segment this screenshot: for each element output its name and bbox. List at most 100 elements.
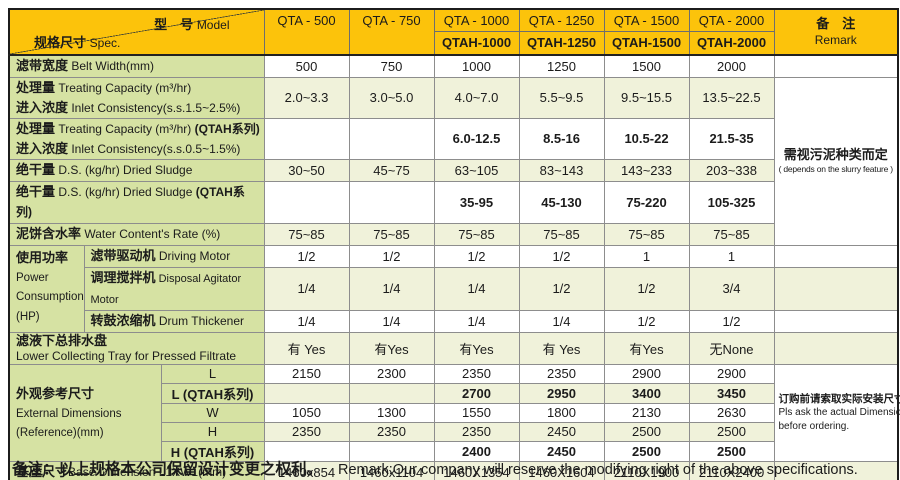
external-dimensions-label: 外观参考尺寸 External Dimensions (Reference)(m… <box>8 363 162 462</box>
row-label: 调理搅拌机 Disposal Agitator Motor <box>83 266 265 311</box>
row-label: 滤液下总排水盘 Lower Collecting Tray for Presse… <box>8 331 265 365</box>
value-cell: 1/2 <box>603 309 690 333</box>
dim-sublabel: L (QTAH系列) <box>160 382 265 404</box>
value-cell: 2350 <box>518 363 605 384</box>
value-cell: 6.0-12.5 <box>433 117 520 160</box>
value-cell: 13.5~22.5 <box>688 76 775 119</box>
remark-empty-cell <box>773 266 899 311</box>
value-cell: 1/2 <box>688 309 775 333</box>
remark-empty-cell <box>773 460 899 480</box>
remark-empty-cell <box>773 331 899 365</box>
row-dim-h-qtah: H (QTAH系列) 2400 2450 2500 2500 <box>9 440 898 462</box>
row-base-dimension: 基座尺寸Base Dimension L1XW1(mm) 1460x854 14… <box>8 460 899 480</box>
col-header-qta-1250: QTA - 1250 <box>518 8 605 32</box>
value-cell: 45-130 <box>518 180 605 225</box>
value-cell: 1460X1354 <box>433 460 520 480</box>
value-cell: 2.0~3.3 <box>263 76 350 119</box>
value-cell: 2900 <box>603 363 690 384</box>
dim-sublabel: H (QTAH系列) <box>160 440 265 462</box>
value-cell <box>263 180 350 225</box>
value-cell: 有 Yes <box>263 331 350 365</box>
value-cell: 500 <box>263 53 350 78</box>
col-header-qtah-2000: QTAH-2000 <box>688 30 775 56</box>
row-label: 处理量 Treating Capacity (m³/hr) (QTAH系列) 进… <box>8 117 265 160</box>
value-cell: 1/2 <box>433 244 520 268</box>
value-cell: 1800 <box>518 402 605 423</box>
value-cell: 9.5~15.5 <box>603 76 690 119</box>
row-dried-sludge: 绝干量 D.S. (kg/hr) Dried Sludge 30~50 45~7… <box>8 158 898 182</box>
header-row-qtah: QTAH-1000 QTAH-1250 QTAH-1500 QTAH-2000 <box>9 30 898 56</box>
col-header-qta-1000: QTA - 1000 <box>433 8 520 32</box>
row-driving-motor: 使用功率 Power Consumption (HP) 滤带驱动机 Drivin… <box>8 244 899 333</box>
value-cell: 1/2 <box>263 244 350 268</box>
row-dim-l-qtah: L (QTAH系列) 2700 2950 3400 3450 <box>9 382 898 404</box>
row-dim-h: H 2350 2350 2350 2450 2500 2500 <box>9 421 898 442</box>
value-cell: 1/2 <box>518 244 605 268</box>
remark-empty-cell <box>773 53 899 78</box>
value-cell: 1/2 <box>518 266 605 311</box>
value-cell: 1460X1604 <box>518 460 605 480</box>
footer-note-zh: 备注：以上规格本公司保留设计变更之权利。 <box>12 461 323 478</box>
remark-order-en2: before ordering. <box>778 420 850 432</box>
value-cell: 无None <box>688 331 775 365</box>
value-cell: 3/4 <box>688 266 775 311</box>
footer-note: 备注：以上规格本公司保留设计变更之权利。 Remark:Our company w… <box>12 457 858 479</box>
value-cell: 2130 <box>603 402 690 423</box>
remark-empty-cell <box>773 244 899 268</box>
value-cell: 1460x1104 <box>348 460 435 480</box>
row-drum-thickener: 转鼓浓缩机 Drum Thickener 1/4 1/4 1/4 1/4 1/2… <box>9 309 899 333</box>
remark-empty-cell <box>773 309 899 333</box>
value-cell: 1/4 <box>263 309 350 333</box>
value-cell: 2150 <box>263 363 350 384</box>
footer-note-en: Remark:Our company will reserve the modi… <box>338 462 858 478</box>
value-cell: 75~85 <box>688 223 775 246</box>
value-cell: 2300 <box>348 363 435 384</box>
col-header-qta-750: QTA - 750 <box>348 8 435 56</box>
col-header-qta-2000: QTA - 2000 <box>688 8 775 32</box>
spec-table: 型 号 Model 规格尺寸 Spec. QTA - 500 QTA - 750… <box>8 8 900 480</box>
model-spec-header-cell: 型 号 Model 规格尺寸 Spec. <box>8 8 265 56</box>
value-cell <box>348 180 435 225</box>
value-cell: 2630 <box>688 402 775 423</box>
row-dim-l: 外观参考尺寸 External Dimensions (Reference)(m… <box>8 363 900 462</box>
value-cell: 2450 <box>518 440 605 462</box>
value-cell: 3.0~5.0 <box>348 76 435 119</box>
value-cell: 2110X1900 <box>603 460 690 480</box>
value-cell: 2500 <box>688 421 775 442</box>
remark-slurry-en: ( depends on the slurry feature ) <box>778 164 894 175</box>
value-cell: 63~105 <box>433 158 520 182</box>
value-cell: 2350 <box>263 421 350 442</box>
value-cell: 1/4 <box>433 266 520 311</box>
value-cell: 1250 <box>518 53 605 78</box>
value-cell: 2450 <box>518 421 605 442</box>
row-label: 滤带宽度 Belt Width(mm) <box>8 53 265 78</box>
value-cell: 10.5-22 <box>603 117 690 160</box>
value-cell: 2500 <box>603 440 690 462</box>
value-cell: 1 <box>603 244 690 268</box>
value-cell: 45~75 <box>348 158 435 182</box>
value-cell: 1/4 <box>348 309 435 333</box>
value-cell <box>348 382 435 404</box>
col-header-qtah-1000: QTAH-1000 <box>433 30 520 56</box>
value-cell: 1/2 <box>603 266 690 311</box>
value-cell: 2950 <box>518 382 605 404</box>
value-cell: 有 Yes <box>518 331 605 365</box>
value-cell: 8.5-16 <box>518 117 605 160</box>
value-cell: 2500 <box>603 421 690 442</box>
value-cell: 有Yes <box>348 331 435 365</box>
row-label: 处理量 Treating Capacity (m³/hr) 进入浓度 Inlet… <box>8 76 265 119</box>
row-belt-width: 滤带宽度 Belt Width(mm) 500 750 1000 1250 15… <box>8 53 899 78</box>
value-cell: 21.5-35 <box>688 117 775 160</box>
value-cell: 1300 <box>348 402 435 423</box>
remark-order-cell: 订购前请索取实际安装尺寸图 Pls ask the actual Dimensi… <box>773 363 900 462</box>
value-cell: 30~50 <box>263 158 350 182</box>
remark-slurry-zh: 需视污泥种类而定 <box>783 147 888 163</box>
value-cell: 2900 <box>688 363 775 384</box>
row-label: 转鼓浓缩机 Drum Thickener <box>83 309 265 333</box>
row-label: 绝干量 D.S. (kg/hr) Dried Sludge (QTAH系列) <box>8 180 265 225</box>
value-cell: 有Yes <box>603 331 690 365</box>
value-cell: 1/4 <box>348 266 435 311</box>
value-cell: 105-325 <box>688 180 775 225</box>
row-label: 绝干量 D.S. (kg/hr) Dried Sludge <box>8 158 265 182</box>
